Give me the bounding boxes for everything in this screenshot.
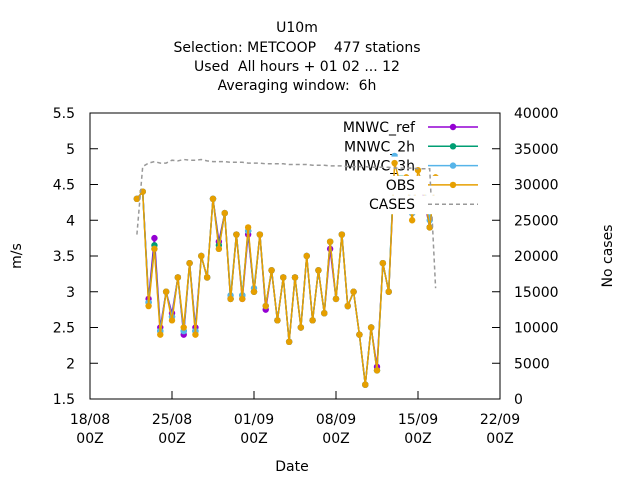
legend-marker [449,123,457,131]
x-axis-label: Date [275,459,308,475]
data-point [379,259,387,267]
y2-tick-label: 30000 [514,178,559,194]
data-point [157,331,164,338]
y2-tick-label: 20000 [514,249,559,265]
legend-label: MNWC_ref [343,120,416,136]
legend-label: MNWC_2h [344,139,415,155]
data-point [168,317,176,324]
legend-bg [355,156,485,176]
y-tick-label: 2 [66,356,75,372]
data-point [192,331,199,338]
data-point [332,295,340,303]
legend-label: OBS [386,178,415,194]
data-point [145,302,152,310]
data-point [338,231,346,238]
data-point [385,288,392,295]
x-tick-label: 25/08 00Z [152,412,192,447]
data-point [174,274,182,281]
y2-tick-label: 40000 [514,106,559,122]
data-point [297,324,305,331]
legend-label: CASES [369,197,415,213]
y2-tick-label: 0 [514,392,523,408]
y2-tick-label: 5000 [514,356,550,372]
x-tick-label: 01/09 00Z [234,412,274,447]
data-point [186,259,193,267]
data-point [262,302,269,310]
data-point [326,238,334,245]
legend-marker [449,181,457,189]
data-point [303,252,310,260]
data-point [180,324,187,331]
x-tick-label: 08/09 00Z [316,412,356,447]
data-point [367,324,375,331]
data-point [280,274,287,281]
data-point [291,274,299,281]
legend-bg [355,137,485,157]
data-point [198,252,205,260]
data-point [408,217,416,224]
y-tick-label: 3 [66,285,75,301]
data-point [133,195,141,202]
data-point [244,224,252,231]
data-point [151,245,158,253]
data-point [391,159,398,167]
data-point [344,302,351,310]
data-point [250,288,258,295]
data-point [285,338,293,345]
y2-tick-label: 25000 [514,213,559,229]
data-point [256,231,264,238]
data-point [373,367,381,374]
x-tick-label: 22/09 00Z [480,412,520,447]
data-point [309,317,316,324]
y2-tick-label: 35000 [514,142,559,158]
data-point [321,310,328,317]
legend-bg [355,195,485,215]
data-point [162,288,170,295]
data-point [362,381,369,388]
legend-bg [355,175,485,195]
data-point [221,209,228,217]
y2-axis-label: No cases [600,225,616,288]
y-tick-label: 5 [66,142,75,158]
data-point [274,317,281,324]
data-point [239,295,246,303]
data-point [203,274,211,281]
data-point [268,267,275,274]
data-point [350,288,357,295]
y-tick-label: 2.5 [53,321,75,337]
y-tick-label: 4 [66,213,75,229]
legend-bg [355,118,485,137]
data-point [233,231,240,238]
data-point [209,195,217,202]
data-point [215,245,223,253]
x-tick-label: 15/09 00Z [398,412,438,447]
y-axis-label: m/s [9,243,25,269]
y2-tick-label: 10000 [514,321,559,337]
chart-title: U10m [276,20,318,36]
y-tick-label: 3.5 [53,249,75,265]
chart-title: Averaging window: 6h [218,78,377,94]
data-point [151,234,158,242]
y2-tick-label: 15000 [514,285,559,301]
data-point [426,224,433,231]
y-tick-label: 4.5 [53,178,75,194]
y-tick-label: 5.5 [53,106,75,122]
data-point [227,295,234,303]
legend-marker [449,162,457,169]
legend-marker [449,143,457,150]
data-point [315,267,322,274]
chart-title: Selection: METCOOP 477 stations [173,40,420,56]
chart-title: Used All hours + 01 02 ... 12 [194,59,400,75]
y-tick-label: 1.5 [53,392,75,408]
data-point [356,331,363,338]
x-tick-label: 18/08 00Z [70,412,110,447]
series-line [136,158,437,289]
series-line [136,162,437,385]
